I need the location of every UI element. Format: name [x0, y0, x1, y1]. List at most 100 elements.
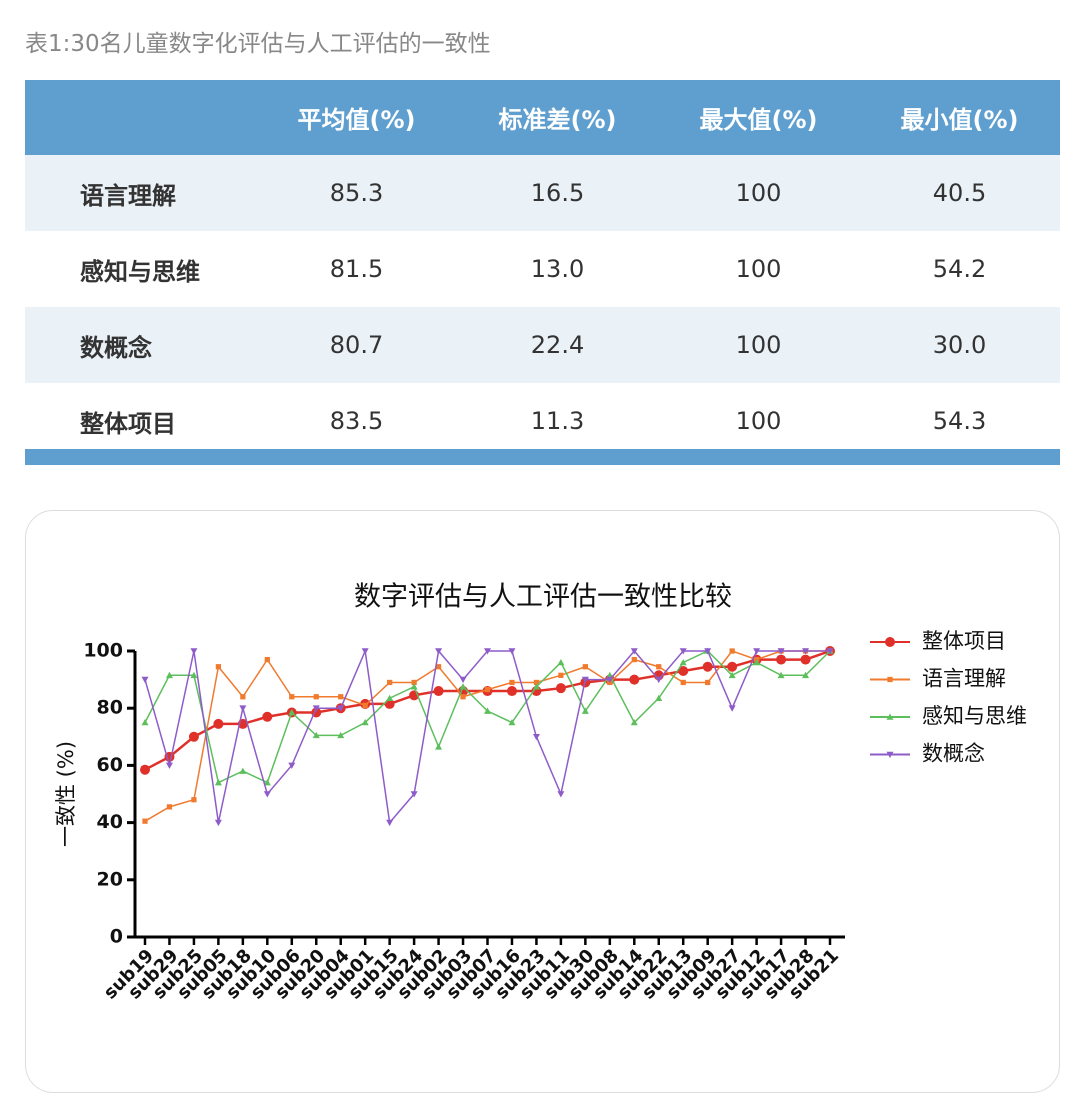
marker	[312, 705, 320, 712]
marker	[728, 671, 736, 679]
marker	[557, 791, 565, 798]
chart: 数字评估与人工评估一致性比较 一致性 (%) 020406080100sub19…	[54, 582, 1027, 1004]
cell: 85.3	[256, 155, 457, 231]
marker	[631, 656, 637, 663]
marker	[826, 648, 834, 655]
cell: 100	[658, 307, 859, 383]
marker	[727, 661, 738, 672]
legend-label: 语言理解	[922, 667, 1006, 691]
marker	[142, 818, 148, 824]
marker	[509, 679, 515, 686]
chart-title: 数字评估与人工评估一致性比较	[354, 582, 732, 613]
legend-label: 整体项目	[922, 629, 1006, 653]
marker	[582, 664, 588, 670]
cell: 81.5	[329, 255, 384, 283]
marker	[630, 648, 638, 655]
series-line	[144, 648, 830, 825]
marker	[679, 658, 687, 666]
table-row: 整体项目 83.5 11.3 100 54.3	[25, 383, 1060, 459]
marker	[630, 719, 638, 726]
marker	[484, 648, 491, 655]
marker	[557, 658, 565, 666]
stats-table: 平均值(%) 标准差(%) 最大值(%) 最小值(%) 语言理解 85.3 16.5 100 4…	[25, 80, 1060, 459]
column-header: 平均值(%)	[256, 80, 457, 155]
table-row: 语言理解 85.3 16.5 100 40.5	[25, 155, 1060, 231]
row-label: 感知与思维	[80, 257, 200, 286]
marker	[680, 679, 686, 686]
cell: 80.7	[256, 307, 457, 383]
marker	[411, 679, 417, 686]
marker	[506, 686, 517, 697]
marker	[581, 707, 589, 714]
marker	[288, 762, 296, 769]
y-tick-label: 100	[83, 640, 123, 662]
marker	[885, 637, 895, 647]
series-line	[144, 650, 830, 822]
y-tick-label: 60	[97, 754, 123, 776]
marker	[705, 679, 711, 686]
marker	[729, 648, 735, 654]
marker	[800, 654, 811, 665]
marker	[532, 683, 540, 690]
marker	[313, 694, 319, 700]
marker	[165, 671, 173, 679]
marker	[704, 648, 712, 655]
marker	[656, 664, 662, 670]
cell: 54.2	[932, 255, 987, 283]
marker	[459, 683, 467, 690]
marker	[387, 679, 393, 686]
marker	[288, 708, 296, 716]
marker	[165, 762, 173, 769]
marker	[887, 676, 893, 683]
marker	[558, 672, 564, 678]
cell: 83.5	[329, 407, 384, 435]
marker	[361, 648, 369, 655]
marker	[386, 694, 394, 701]
marker	[802, 648, 810, 655]
y-axis-label: 一致性 (%)	[54, 741, 78, 847]
marker	[702, 661, 713, 672]
marker	[264, 656, 270, 663]
cell: 30.0	[859, 307, 1060, 383]
marker	[337, 705, 345, 712]
column-header: 最小值(%)	[859, 80, 1060, 155]
marker	[678, 666, 689, 677]
marker	[141, 719, 149, 726]
row-label: 数概念	[25, 307, 256, 383]
row-label: 整体项目	[80, 409, 176, 438]
marker	[338, 694, 344, 700]
marker	[508, 648, 516, 655]
cell: 11.3	[530, 407, 585, 435]
corner	[25, 80, 256, 155]
marker	[213, 718, 224, 729]
y-tick-label: 20	[97, 868, 123, 890]
marker	[886, 751, 894, 758]
marker	[777, 671, 785, 679]
marker	[555, 683, 566, 694]
cell: 40.5	[859, 155, 1060, 231]
cell: 100	[735, 407, 782, 435]
marker	[263, 779, 271, 786]
table-row: 数概念 80.7 22.4 100 30.0	[25, 307, 1060, 383]
marker	[435, 743, 443, 750]
marker	[312, 731, 320, 739]
chart-card	[25, 510, 1060, 1093]
marker	[190, 671, 198, 679]
marker	[433, 686, 444, 697]
marker	[239, 705, 247, 712]
marker	[508, 719, 516, 726]
marker	[263, 791, 271, 798]
marker	[886, 713, 894, 720]
y-tick-label: 80	[97, 697, 123, 719]
marker	[484, 707, 491, 714]
marker	[802, 671, 810, 679]
marker	[240, 694, 246, 700]
marker	[435, 664, 442, 670]
legend-label: 数概念	[922, 742, 985, 766]
marker	[753, 648, 761, 655]
marker	[629, 674, 640, 685]
marker	[606, 676, 614, 684]
marker	[655, 676, 663, 684]
cell: 16.5	[457, 155, 658, 231]
